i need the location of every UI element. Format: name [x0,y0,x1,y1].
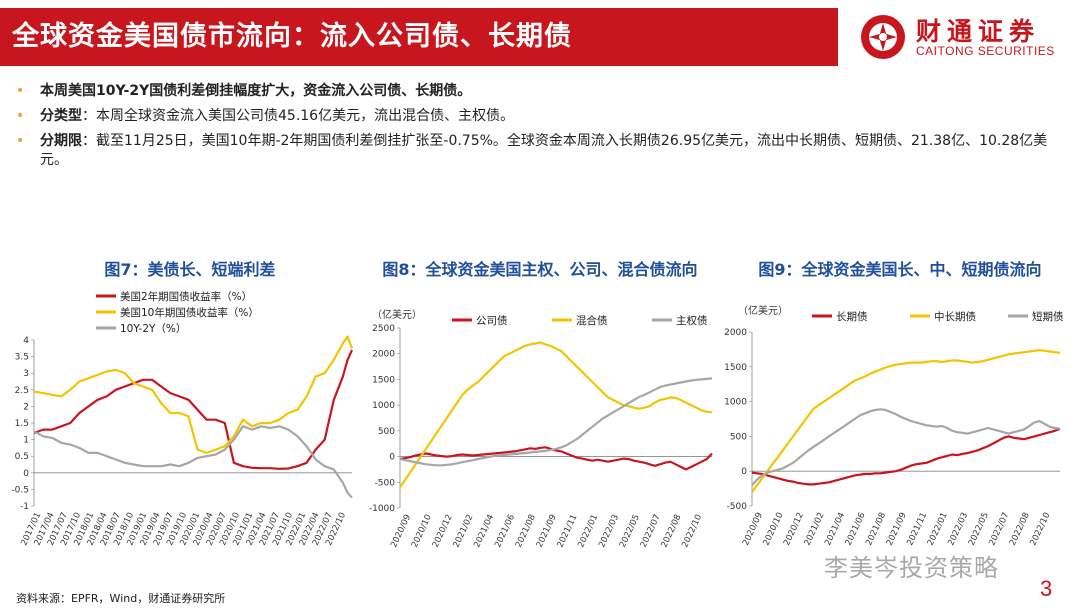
y-tick-label: 1.5 [15,419,29,429]
y-tick-label: 1500 [724,363,747,373]
y-tick-label: 2 [23,402,29,412]
legend-label: 长期债 [836,310,868,323]
bullet-bold: 本周美国10Y-2Y国债利差倒挂幅度扩大，资金流入公司债、长期债。 [40,83,472,99]
series-line-0 [751,427,1061,486]
y-axis-label: （亿美元） [372,308,422,321]
y-tick-label: 500 [378,427,395,437]
y-tick-label: 4 [23,336,29,346]
series-line-1 [33,335,354,454]
title-background [0,8,838,66]
y-tick-label: 1500 [372,375,395,385]
y-tick-label: 3 [23,369,29,379]
header-bar: 全球资金美国债市流向：流入公司债、长期债 财通证券 CAITONG SECURI… [0,0,1080,76]
bullet-bold: 分类型 [40,108,82,124]
chart-9: （亿美元）2000150010005000-5002020/092020/102… [724,304,1064,547]
y-tick-label: 2000 [372,350,395,360]
legend-label: 混合债 [576,314,608,327]
legend-label: 短期债 [1032,310,1064,323]
y-tick-label: 2000 [724,328,747,338]
chart-7-title: 图7：美债长、短端利差 [104,260,276,279]
y-tick-label: 0 [23,469,29,479]
series-line-1 [751,349,1061,493]
y-tick-label: 1 [23,436,29,446]
y-tick-label: -500 [375,478,396,488]
bullet-item: • 分期限：截至11月25日，美国10年期-2年期国债利差倒挂扩张至-0.75%… [16,132,1066,170]
chart-8-title: 图8：全球资金美国主权、公司、混合债流向 [382,260,698,279]
y-tick-label: 2500 [372,324,395,334]
bullet-text: ：截至11月25日，美国10年期-2年期国债利差倒挂扩张至-0.75%。全球资金… [40,133,1048,168]
y-tick-label: 1000 [372,401,395,411]
page-title: 全球资金美国债市流向：流入公司债、长期债 [12,21,572,52]
bullet-item: • 本周美国10Y-2Y国债利差倒挂幅度扩大，资金流入公司债、长期债。 [16,82,1066,101]
chart-7: 43.532.521.510.50-0.5-12017/012017/04201… [11,290,354,547]
legend-label: 中长期债 [934,310,976,323]
legend-label: 美国10年期国债收益率（%） [120,306,259,319]
chart-8: （亿美元）25002000150010005000-500-10002020/0… [369,308,713,549]
logo-icon [861,15,905,59]
bullet-item: • 分类型：本周全球资金流入美国公司债45.16亿美元，流出混合债、主权债。 [16,107,1066,126]
y-tick-label: -1000 [369,504,395,514]
y-tick-label: -0.5 [11,485,29,495]
series-line-2 [399,377,713,467]
summary-bullets: • 本周美国10Y-2Y国债利差倒挂幅度扩大，资金流入公司债、长期债。 • 分类… [16,82,1066,176]
source-note: 资料来源：EPFR，Wind，财通证券研究所 [16,592,226,605]
series-line-2 [751,408,1061,486]
y-axis-label: （亿美元） [738,304,788,317]
company-logo: 财通证券 CAITONG SECURITIES [858,10,1068,68]
y-tick-label: 3.5 [15,353,29,363]
series-line-0 [399,446,713,471]
y-tick-label: -500 [727,502,748,512]
y-tick-label: 1000 [724,398,747,408]
logo-text-en: CAITONG SECURITIES [916,44,1055,58]
series-line-1 [399,341,713,489]
y-tick-label: 500 [730,432,747,442]
chart-9-title: 图9：全球资金美国长、中、短期债流向 [758,260,1042,279]
y-tick-label: 0 [741,467,747,477]
series-line-0 [33,349,354,470]
y-tick-label: -1 [20,502,29,512]
legend-label: 主权债 [676,314,708,327]
series-line-2 [33,425,353,499]
x-tick-label: 2022/10 [1028,511,1052,547]
watermark: 李美岑投资策略 [824,554,999,582]
y-tick-label: 0 [389,453,395,463]
logo-text-cn: 财通证券 [916,17,1041,46]
legend-label: 10Y-2Y（%） [120,323,186,335]
bullet-dot-icon: • [16,83,25,99]
bullet-dot-icon: • [16,108,25,124]
y-tick-label: 2.5 [15,386,29,396]
page-number: 3 [1040,576,1053,601]
legend-label: 美国2年期国债收益率（%） [120,290,252,303]
x-tick-label: 2022/10 [680,513,704,549]
bullet-text: ：本周全球资金流入美国公司债45.16亿美元，流出混合债、主权债。 [82,108,515,124]
bullet-bold: 分期限 [40,133,82,149]
bullet-dot-icon: • [16,133,25,149]
y-tick-label: 0.5 [15,452,29,462]
legend-label: 公司债 [476,314,508,327]
